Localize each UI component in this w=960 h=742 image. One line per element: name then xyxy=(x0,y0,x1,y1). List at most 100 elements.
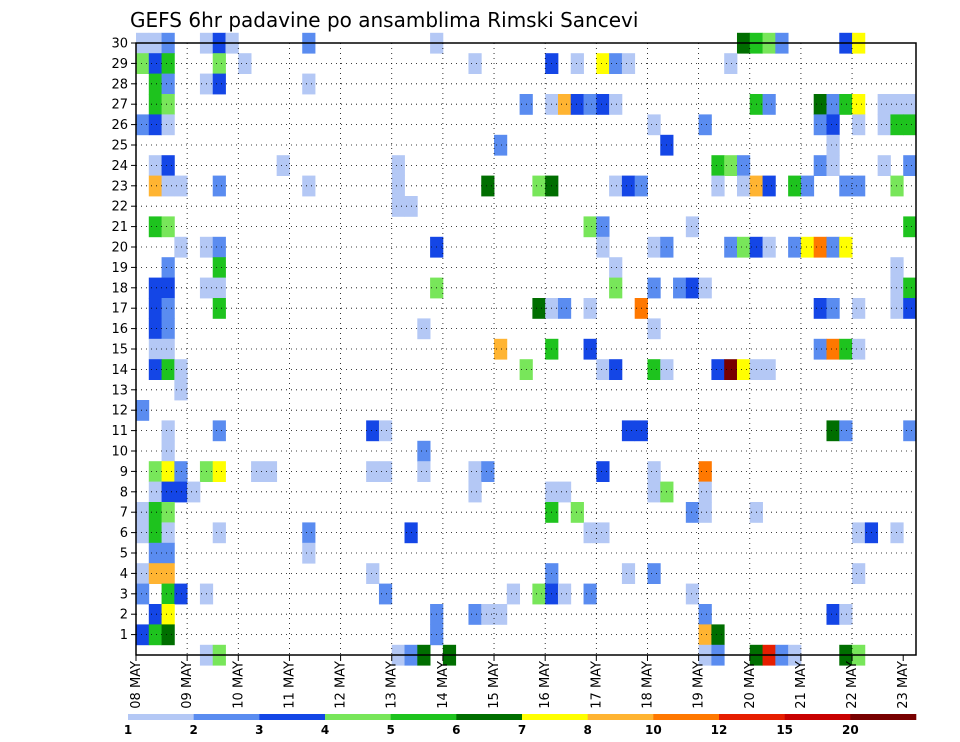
heatmap-cell xyxy=(609,359,623,380)
heatmap-cell xyxy=(302,73,316,95)
heatmap-cell xyxy=(161,277,175,299)
x-tick-label: 13 MAY xyxy=(385,661,400,709)
colorbar-swatch xyxy=(259,714,326,720)
heatmap-cell xyxy=(136,53,150,74)
heatmap-cell xyxy=(136,522,150,544)
heatmap-cell xyxy=(698,481,712,503)
x-tick-label: 20 MAY xyxy=(743,661,758,709)
heatmap-cell xyxy=(903,298,917,319)
heatmap-cell xyxy=(788,175,802,197)
x-tick-label: 08 MAY xyxy=(129,661,144,709)
colorbar-label: 2 xyxy=(189,723,197,737)
heatmap-cell xyxy=(762,359,776,380)
heatmap-cell xyxy=(852,563,866,584)
heatmap-cell xyxy=(890,175,904,197)
heatmap-cell xyxy=(238,53,252,74)
heatmap-cell xyxy=(532,583,546,605)
heatmap-cell xyxy=(148,522,162,544)
heatmap-cell xyxy=(391,155,405,176)
x-tick-label: 17 MAY xyxy=(589,661,604,709)
heatmap-cell xyxy=(583,298,597,319)
y-tick-label: 20 xyxy=(111,241,128,256)
heatmap-cell xyxy=(583,216,597,238)
heatmap-cell xyxy=(136,502,150,523)
heatmap-cell xyxy=(583,583,597,605)
heatmap-cell xyxy=(800,236,815,258)
chart-title: GEFS 6hr padavine po ansamblima Rimski S… xyxy=(130,8,638,32)
colorbar-swatch xyxy=(390,714,457,720)
heatmap-cell xyxy=(698,624,712,646)
heatmap-cell xyxy=(161,604,175,625)
heatmap-cell xyxy=(609,257,623,278)
heatmap-cell xyxy=(788,236,802,258)
heatmap-cell xyxy=(685,277,700,299)
heatmap-cell xyxy=(161,359,175,380)
colorbar-label: 4 xyxy=(321,723,329,737)
heatmap-cell xyxy=(557,481,572,503)
colorbar: 1 2 3 4 5 6 7 8 10 12 15 20 xyxy=(124,714,917,737)
y-tick-label: 1 xyxy=(120,628,128,643)
heatmap-cell xyxy=(839,420,853,442)
heatmap-cell xyxy=(302,175,316,197)
y-axis: 1234567891011121314151617181920212223242… xyxy=(111,37,136,643)
colorbar-label: 15 xyxy=(776,723,793,737)
heatmap-cell xyxy=(161,216,175,238)
heatmap-cell xyxy=(212,522,226,544)
heatmap-cell xyxy=(647,277,661,299)
heatmap-cell xyxy=(852,522,866,544)
heatmap-cell xyxy=(468,461,482,482)
heatmap-cell xyxy=(148,338,162,360)
heatmap-cell xyxy=(903,420,917,442)
heatmap-cell xyxy=(366,420,380,442)
heatmap-cell xyxy=(417,318,431,340)
heatmap-cell xyxy=(136,114,150,136)
heatmap-cell xyxy=(826,94,840,115)
heatmap-cell xyxy=(494,604,508,625)
heatmap-cell xyxy=(647,461,661,482)
y-tick-label: 8 xyxy=(120,485,128,500)
x-tick-label: 12 MAY xyxy=(334,661,349,709)
y-tick-label: 13 xyxy=(111,383,128,398)
heatmap-cell xyxy=(148,502,162,523)
heatmap-cell xyxy=(596,461,610,482)
heatmap-cell xyxy=(724,359,738,380)
heatmap-cell xyxy=(852,175,866,197)
y-tick-label: 2 xyxy=(120,608,128,623)
heatmap-cell xyxy=(481,175,495,197)
heatmap-cell xyxy=(494,134,508,156)
colorbar-label: 3 xyxy=(255,723,263,737)
heatmap-cell xyxy=(647,114,661,136)
heatmap-cell xyxy=(839,604,853,625)
heatmap-cell xyxy=(148,542,162,564)
heatmap-cell xyxy=(813,236,827,258)
heatmap-cell xyxy=(212,277,226,299)
heatmap-cell xyxy=(161,440,175,462)
heatmap-cell xyxy=(596,216,610,238)
heatmap-cell xyxy=(877,155,891,176)
y-tick-label: 22 xyxy=(111,200,128,215)
heatmap-cell xyxy=(174,236,188,258)
heatmap-cell xyxy=(698,604,712,625)
heatmap-cell xyxy=(148,624,162,646)
heatmap-cell xyxy=(174,461,188,482)
heatmap-cell xyxy=(557,94,572,115)
heatmap-cell xyxy=(903,114,917,136)
heatmap-cell xyxy=(890,298,904,319)
heatmap-cell xyxy=(263,461,278,482)
x-tick-label: 23 MAY xyxy=(896,661,911,709)
heatmap-cell xyxy=(826,155,840,176)
heatmap-cell xyxy=(148,318,162,340)
colorbar-label: 8 xyxy=(583,723,591,737)
heatmap-cell xyxy=(890,522,904,544)
heatmap-cell xyxy=(161,420,175,442)
heatmap-cell xyxy=(212,73,226,95)
heatmap-cell xyxy=(890,114,904,136)
heatmap-cell xyxy=(890,277,904,299)
heatmap-cell xyxy=(685,583,700,605)
heatmap-cell xyxy=(148,604,162,625)
heatmap-cell xyxy=(877,114,891,136)
heatmap-cell xyxy=(826,134,840,156)
colorbar-swatch xyxy=(456,714,523,720)
heatmap-cell xyxy=(417,461,431,482)
heatmap-cell xyxy=(148,461,162,482)
